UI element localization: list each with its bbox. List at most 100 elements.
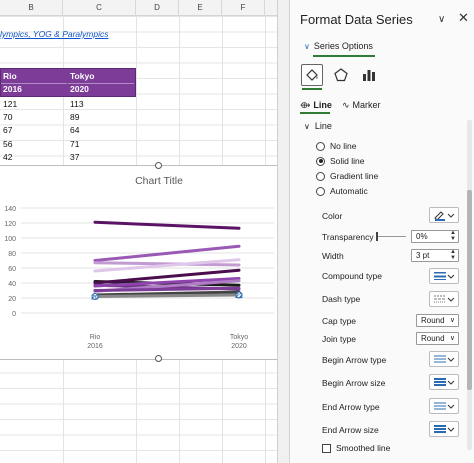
- series-line[interactable]: [93, 244, 241, 262]
- smoothed-line-checkbox-row[interactable]: Smoothed line: [322, 443, 390, 453]
- end-arrow-type-button[interactable]: [429, 398, 459, 414]
- join-type-select[interactable]: Round ∨: [416, 332, 459, 345]
- header-rio: Rio: [3, 71, 17, 81]
- outline-color-button[interactable]: [429, 207, 459, 223]
- end-arrow-size-label: End Arrow size: [322, 425, 379, 435]
- chevron-down-icon: ∨: [304, 122, 310, 131]
- cell-tokyo[interactable]: 71: [70, 139, 80, 149]
- marker-subtab-label: Marker: [352, 100, 381, 110]
- series-line[interactable]: [93, 290, 241, 297]
- column-header-c[interactable]: C: [63, 0, 136, 16]
- dash-type-label: Dash type: [322, 294, 361, 304]
- cell-rio[interactable]: 42: [3, 152, 13, 162]
- column-header-b[interactable]: B: [0, 0, 63, 16]
- series-line[interactable]: [93, 277, 241, 288]
- transparency-value: 0%: [416, 232, 428, 241]
- end-arrow-type-label: End Arrow type: [322, 402, 380, 412]
- x-tick-label: Tokyo: [230, 334, 248, 341]
- radio-no-line[interactable]: No line: [316, 141, 356, 151]
- transparency-input[interactable]: 0% ▲ ▼: [411, 230, 459, 243]
- spinner-icon[interactable]: ▲ ▼: [450, 249, 456, 261]
- series-line[interactable]: [93, 286, 241, 292]
- transparency-slider-thumb[interactable]: [376, 232, 378, 241]
- radio-button[interactable]: [316, 171, 325, 181]
- begin-arrow-type-label: Begin Arrow type: [322, 355, 387, 365]
- x-tick-label: 2016: [87, 343, 103, 350]
- pen-color-icon: [434, 211, 455, 221]
- cell-rio[interactable]: 70: [3, 112, 13, 122]
- series-options-tab[interactable]: [358, 64, 380, 86]
- width-value: 3 pt: [416, 251, 430, 260]
- column-header-f[interactable]: F: [222, 0, 265, 16]
- cell-tokyo[interactable]: 89: [70, 112, 80, 122]
- selected-point-label[interactable]: 20: [91, 295, 99, 302]
- cell-tokyo[interactable]: 64: [70, 125, 80, 135]
- cell-rio[interactable]: 67: [3, 125, 13, 135]
- transparency-slider-track[interactable]: [376, 236, 406, 237]
- radio-button[interactable]: [316, 141, 325, 151]
- cell-rio[interactable]: 56: [3, 139, 13, 149]
- selected-point-label[interactable]: 22: [235, 293, 243, 300]
- marker-icon: ∿: [342, 100, 350, 110]
- worksheet[interactable]: B C D E F lympics, YOG & Paralympics Rio…: [0, 0, 277, 463]
- begin-arrow-size-label: Begin Arrow size: [322, 378, 386, 388]
- compound-type-button[interactable]: [429, 268, 459, 284]
- chart-resize-handle[interactable]: [155, 162, 162, 169]
- hyperlink-cell[interactable]: lympics, YOG & Paralympics: [0, 29, 109, 39]
- begin-arrow-size-button[interactable]: [429, 374, 459, 390]
- dash-type-button[interactable]: [429, 291, 459, 307]
- spinner-icon[interactable]: ▲ ▼: [450, 230, 456, 242]
- y-tick-label: 40: [8, 281, 16, 288]
- cap-type-select[interactable]: Round ∨: [416, 314, 459, 327]
- header-rio-year: 2016: [1, 83, 67, 94]
- cell-tokyo[interactable]: 37: [70, 152, 80, 162]
- line-subtab-underline: [300, 112, 330, 114]
- close-icon[interactable]: ✕: [458, 10, 469, 25]
- header-tokyo: Tokyo: [70, 71, 95, 81]
- radio-button[interactable]: [316, 156, 325, 166]
- join-type-label: Join type: [322, 334, 357, 344]
- cap-type-value: Round: [421, 316, 445, 325]
- scrollbar-thumb[interactable]: [467, 190, 472, 390]
- radio-solid-line[interactable]: Solid line: [316, 156, 365, 166]
- end-arrow-size-button[interactable]: [429, 421, 459, 437]
- radio-automatic[interactable]: Automatic: [316, 186, 368, 196]
- selected-point-marker[interactable]: [235, 291, 243, 299]
- cell-rio[interactable]: 121: [3, 99, 18, 109]
- series-options-dropdown[interactable]: ∨ Series Options: [304, 41, 373, 51]
- y-tick-label: 120: [4, 221, 16, 228]
- radio-gradient-line[interactable]: Gradient line: [316, 171, 378, 181]
- chevron-down-icon[interactable]: ∨: [438, 14, 446, 25]
- chart-title[interactable]: Chart Title: [135, 175, 183, 187]
- series-line[interactable]: [93, 293, 241, 298]
- marker-subtab[interactable]: ∿ Marker: [342, 100, 381, 111]
- line-section-label: Line: [314, 121, 332, 131]
- pane-splitter[interactable]: [277, 0, 289, 463]
- fill-line-tab[interactable]: [301, 64, 323, 86]
- y-tick-label: 20: [8, 296, 16, 303]
- effects-tab[interactable]: [330, 64, 352, 86]
- column-header-d[interactable]: D: [136, 0, 179, 16]
- series-line[interactable]: [93, 268, 241, 285]
- arrow-size-icon: [434, 378, 455, 386]
- smoothed-line-checkbox[interactable]: [322, 443, 331, 453]
- table-header[interactable]: Rio Tokyo 2016 2020: [0, 68, 136, 97]
- series-line[interactable]: [93, 258, 241, 273]
- chart-resize-handle[interactable]: [155, 355, 162, 362]
- selected-point-marker[interactable]: [91, 293, 99, 300]
- column-header-e[interactable]: E: [179, 0, 222, 16]
- line-subtab[interactable]: ⟴ Line: [300, 100, 332, 111]
- chevron-down-icon: ∨: [304, 42, 310, 51]
- radio-label: Gradient line: [330, 171, 379, 181]
- begin-arrow-type-button[interactable]: [429, 351, 459, 367]
- radio-label: Solid line: [330, 156, 365, 166]
- width-input[interactable]: 3 pt ▲ ▼: [411, 249, 459, 262]
- cell-tokyo[interactable]: 113: [70, 99, 84, 109]
- series-options-label: Series Options: [313, 41, 373, 51]
- radio-button[interactable]: [316, 186, 325, 196]
- series-line[interactable]: [93, 220, 241, 230]
- pane-scrollbar[interactable]: [467, 120, 472, 450]
- line-chart[interactable]: Chart Title 0 20 40 60 80 100 120 140 Rio 2016 Tok…: [0, 165, 277, 360]
- line-section-header[interactable]: ∨ Line: [304, 121, 332, 131]
